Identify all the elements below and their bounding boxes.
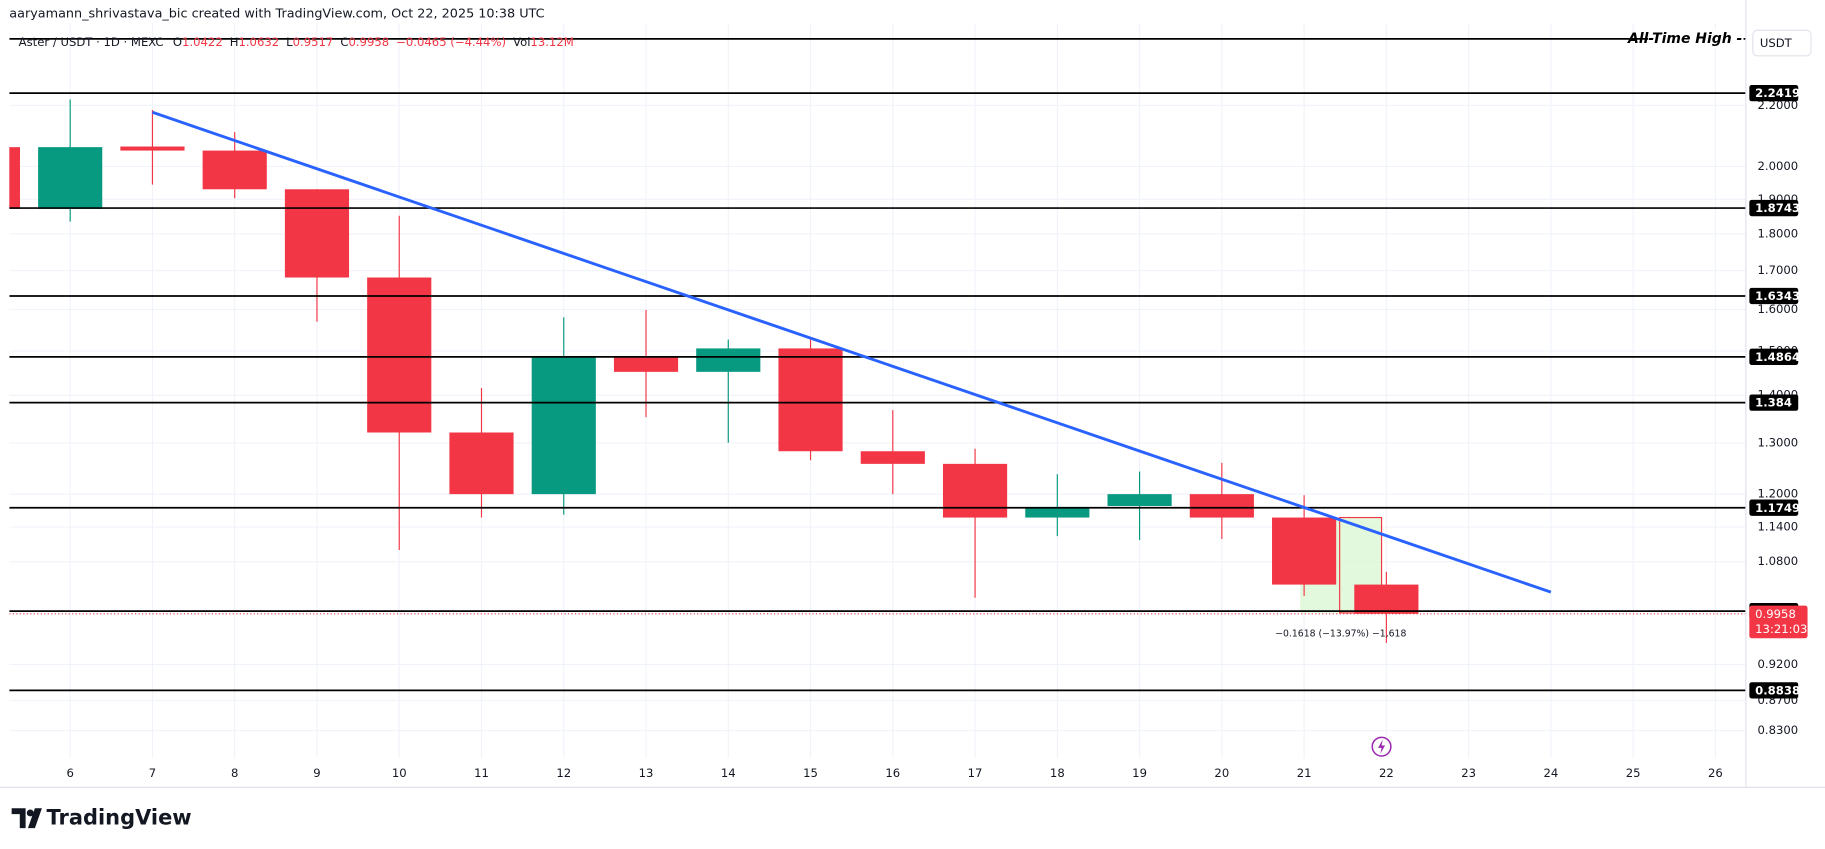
ath-label: All-Time High - <box>1627 31 1743 47</box>
x-tick-label: 10 <box>392 766 407 780</box>
x-tick-label: 13 <box>639 766 654 780</box>
level-label: 1.384 <box>1755 396 1792 410</box>
level-label-box <box>1749 499 1799 516</box>
x-tick-label: 26 <box>1708 766 1723 780</box>
ohlc-value: 0.9517 <box>293 34 334 48</box>
attribution: aaryamann_shrivastava_bic created with T… <box>9 6 544 21</box>
ath-label-bg <box>1648 29 1744 49</box>
y-tick-label: 1.6000 <box>1757 302 1798 316</box>
logo: TradingView <box>47 806 192 830</box>
x-tick-label: 24 <box>1543 766 1558 780</box>
candle-body <box>202 150 267 190</box>
logo-dot <box>26 809 34 817</box>
level-label-box <box>1749 287 1799 305</box>
level-label: 1.1749 <box>1755 501 1800 515</box>
ohlc-value: 0.9958 <box>348 34 389 48</box>
level-label: 1.4864 <box>1755 350 1800 364</box>
ohlc-label: O <box>173 34 182 48</box>
candle-body <box>1025 508 1090 518</box>
level-label: 0.8838 <box>1755 683 1800 697</box>
candle-body <box>367 277 432 433</box>
y-tick-label: 0.8300 <box>1757 723 1798 737</box>
currency: USDT <box>1760 36 1793 50</box>
logo-mark <box>11 808 42 829</box>
ohlc-label: H <box>230 34 239 48</box>
x-tick-label: 15 <box>803 766 818 780</box>
x-tick-label: 7 <box>149 766 156 780</box>
candle-body <box>860 451 925 464</box>
ohlc-value: 1.0632 <box>238 34 279 48</box>
level-label-box <box>1749 682 1799 699</box>
y-tick-label: 2.0000 <box>1757 159 1798 173</box>
measure-label: −0.1618 (−13.97%) −1,618 <box>1275 628 1406 639</box>
volume: 13.12M <box>530 34 573 48</box>
ohlc-label: L <box>286 34 293 48</box>
level-label: 1.6343 <box>1755 289 1800 303</box>
candle-body <box>120 146 185 151</box>
candle-body <box>1107 494 1172 507</box>
level-label-box <box>1749 199 1799 217</box>
x-tick-label: 17 <box>968 766 983 780</box>
volume-label: Vol <box>513 34 530 48</box>
x-tick-label: 22 <box>1379 766 1394 780</box>
plot-area <box>9 37 1746 692</box>
symbol-legend: Aster / USDT · 1D · MEXC O1.0422 H1.0632 L0… <box>19 34 574 48</box>
candle-body <box>531 356 596 495</box>
candle-body <box>449 432 514 495</box>
level-label-box <box>1749 394 1799 411</box>
x-tick-label: 11 <box>474 766 489 780</box>
candle-body <box>38 147 103 209</box>
x-tick-label: 23 <box>1461 766 1476 780</box>
countdown: 13:21:03 <box>1755 622 1807 636</box>
ohlc-value: 1.0422 <box>182 34 223 48</box>
candle-body <box>1189 494 1254 518</box>
x-tick-label: 20 <box>1214 766 1229 780</box>
y-tick-label: 1.8000 <box>1757 227 1798 241</box>
x-tick-label: 12 <box>556 766 571 780</box>
candle-body <box>778 348 843 452</box>
axes: 2.20002.00001.90001.80001.70001.60001.50… <box>66 29 1808 780</box>
x-tick-label: 16 <box>885 766 900 780</box>
candle-body <box>1272 517 1337 585</box>
x-tick-label: 6 <box>66 766 73 780</box>
symbol: Aster / USDT · 1D · MEXC <box>19 34 164 48</box>
candle-body <box>284 189 350 278</box>
y-tick-label: 1.2000 <box>1757 487 1798 501</box>
x-tick-label: 21 <box>1297 766 1312 780</box>
candle-body <box>613 356 679 372</box>
y-tick-label: 1.1400 <box>1757 520 1798 534</box>
y-tick-label: 1.3000 <box>1757 435 1798 449</box>
x-tick-label: 18 <box>1050 766 1065 780</box>
y-tick-label: 0.9200 <box>1757 657 1798 671</box>
candle-body <box>1354 584 1419 614</box>
y-tick-label: 1.7000 <box>1757 263 1798 277</box>
y-tick-label: 1.0800 <box>1757 554 1798 568</box>
change: −0.0465 (−4.44%) <box>396 34 506 48</box>
candle-body <box>942 463 1008 518</box>
level-label: 1.8743 <box>1755 201 1800 215</box>
last-price-box <box>1749 605 1808 639</box>
x-tick-label: 25 <box>1626 766 1641 780</box>
ohlc-label: C <box>340 34 348 48</box>
x-tick-label: 9 <box>313 766 320 780</box>
event-icon-bolt <box>1378 739 1386 754</box>
candle-body <box>9 147 21 209</box>
x-tick-label: 8 <box>231 766 238 780</box>
x-tick-label: 19 <box>1132 766 1147 780</box>
level-label: 2.2419 <box>1755 86 1800 100</box>
candle-body <box>696 348 761 372</box>
level-label-box <box>1749 348 1799 365</box>
trendline <box>151 110 1552 594</box>
level-label-box <box>1749 85 1799 102</box>
last-price-label: 0.9958 <box>1755 607 1796 621</box>
currency-box <box>1752 29 1812 57</box>
x-tick-label: 14 <box>721 766 736 780</box>
